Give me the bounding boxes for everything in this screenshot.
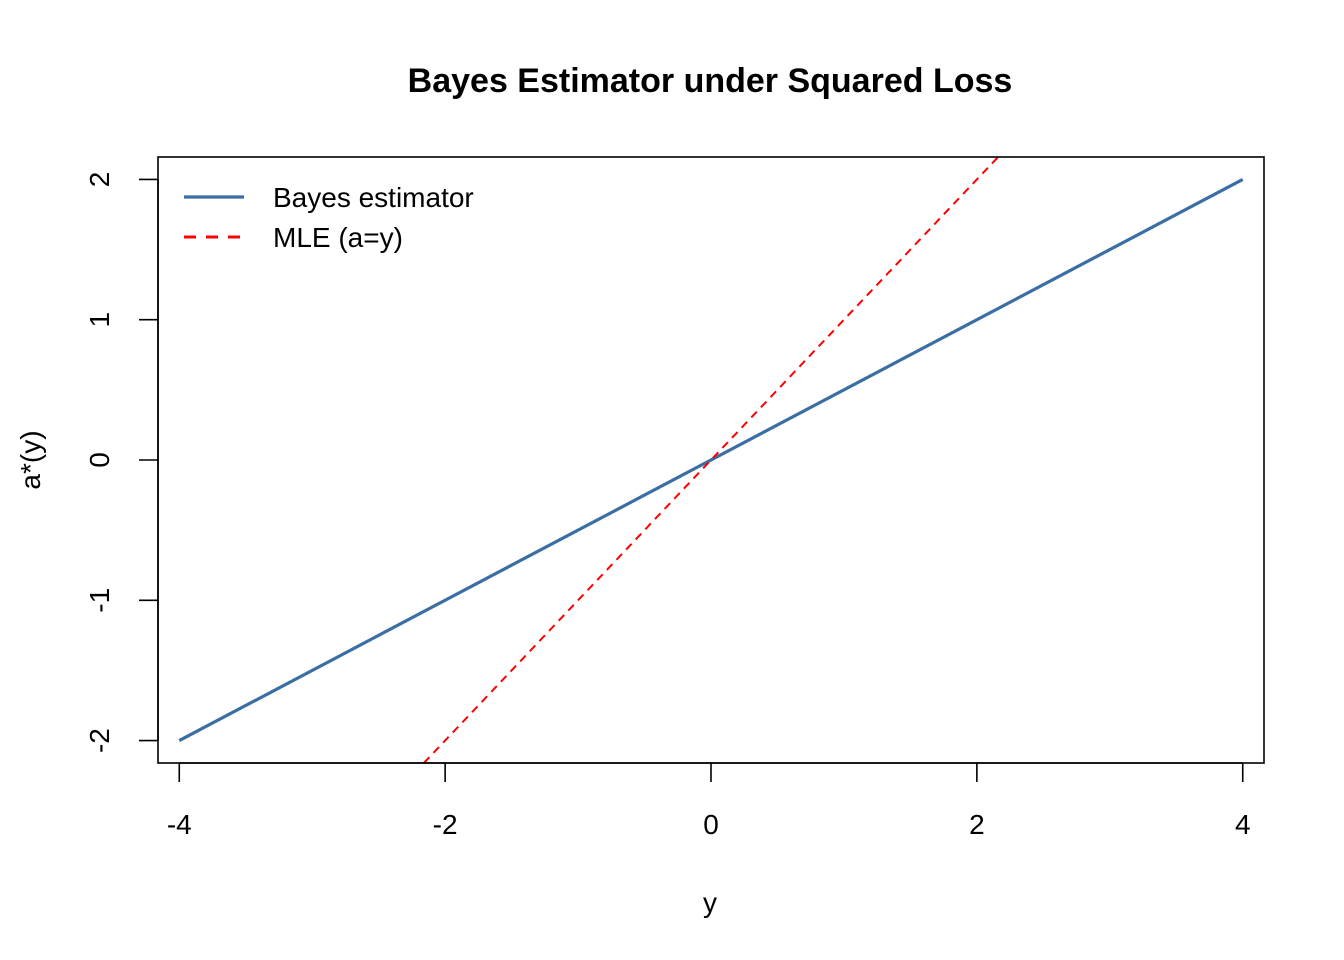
- x-axis: -4 -2 0 2 4: [167, 762, 1251, 840]
- series-layer: [178, 157, 1244, 763]
- legend-label-0: Bayes estimator: [273, 182, 474, 213]
- legend-label-1: MLE (a=y): [273, 222, 403, 253]
- y-axis-label: a*(y): [15, 430, 46, 489]
- x-tick-label-4: 4: [1235, 809, 1251, 840]
- y-axis: -2 -1 0 1 2: [84, 172, 159, 753]
- x-tick-label-0: -4: [167, 809, 192, 840]
- x-tick-label-2: 0: [703, 809, 719, 840]
- y-tick-label-2: 0: [84, 452, 115, 468]
- chart-title: Bayes Estimator under Squared Loss: [408, 62, 1013, 100]
- x-tick-label-3: 2: [969, 809, 985, 840]
- y-tick-label-0: -2: [84, 728, 115, 753]
- y-tick-label-3: 1: [84, 312, 115, 328]
- y-tick-label-1: -1: [84, 588, 115, 613]
- legend: Bayes estimator MLE (a=y): [184, 182, 474, 253]
- y-tick-label-4: 2: [84, 172, 115, 188]
- x-axis-label: y: [703, 887, 717, 918]
- series-line-0: [178, 178, 1244, 742]
- x-tick-label-1: -2: [433, 809, 458, 840]
